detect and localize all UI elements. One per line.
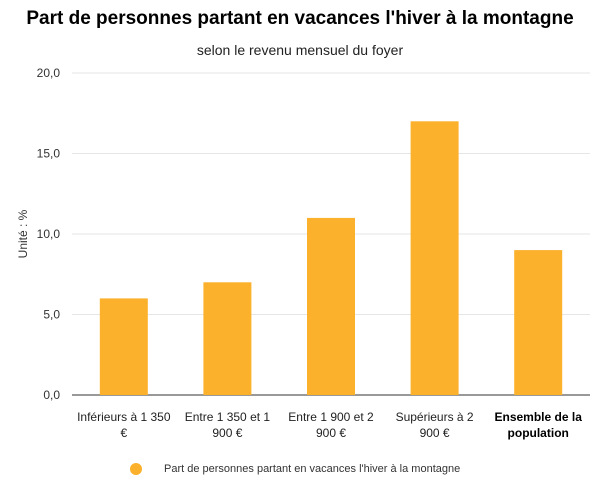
y-tick-label: 15,0 bbox=[37, 147, 61, 161]
y-tick-label: 10,0 bbox=[37, 227, 61, 241]
bar bbox=[99, 298, 148, 395]
y-tick-label: 5,0 bbox=[43, 308, 60, 322]
x-tick-label: 900 € bbox=[420, 426, 450, 440]
legend-label: Part de personnes partant en vacances l'… bbox=[164, 463, 461, 475]
x-tick-label: population bbox=[508, 426, 569, 440]
x-tick-label: Supérieurs à 2 bbox=[396, 410, 474, 424]
legend-marker bbox=[130, 463, 142, 475]
chart-title: Part de personnes partant en vacances l'… bbox=[26, 8, 574, 29]
legend: Part de personnes partant en vacances l'… bbox=[130, 463, 460, 475]
x-tick-label: Inférieurs à 1 350 bbox=[77, 410, 171, 424]
bar bbox=[203, 282, 252, 395]
bar bbox=[410, 121, 459, 396]
x-tick-label: € bbox=[120, 426, 127, 440]
chart-subtitle: selon le revenu mensuel du foyer bbox=[196, 42, 404, 58]
y-axis-label: Unité : % bbox=[16, 209, 30, 258]
x-tick-label: 900 € bbox=[212, 426, 242, 440]
bar bbox=[514, 250, 563, 395]
x-tick-label: 900 € bbox=[316, 426, 346, 440]
x-tick-label: Ensemble de la bbox=[495, 410, 583, 424]
x-tick-label: Entre 1 350 et 1 bbox=[185, 410, 271, 424]
bar bbox=[307, 217, 355, 395]
y-tick-label: 20,0 bbox=[37, 66, 61, 80]
x-tick-label: Entre 1 900 et 2 bbox=[288, 410, 374, 424]
y-tick-label: 0,0 bbox=[43, 388, 60, 402]
